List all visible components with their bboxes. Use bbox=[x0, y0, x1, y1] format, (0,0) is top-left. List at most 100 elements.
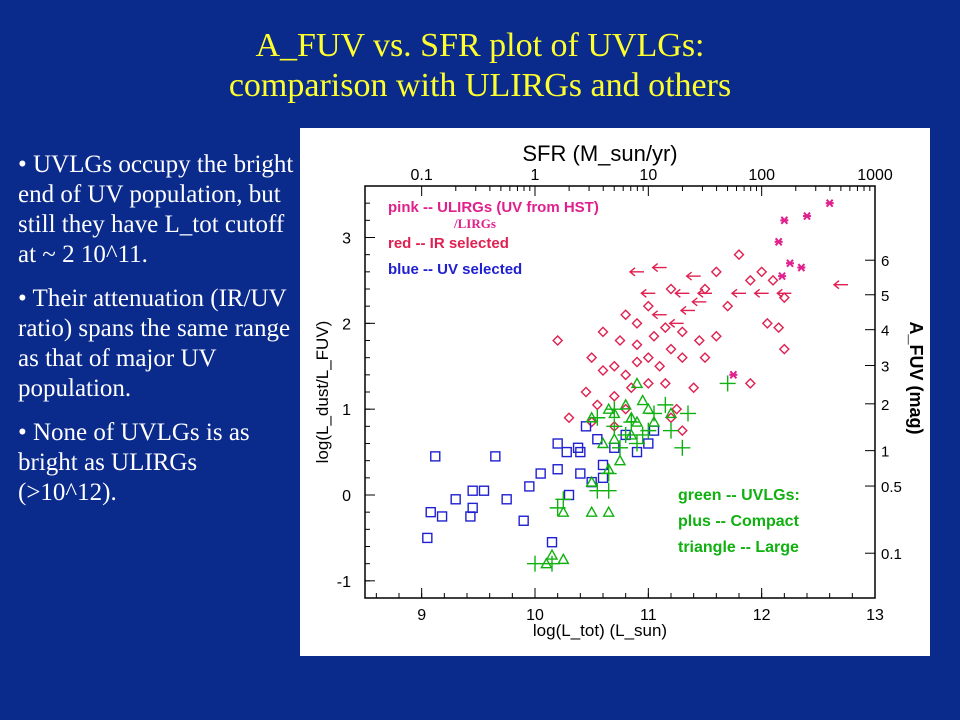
square-marker bbox=[535, 468, 546, 479]
square-marker bbox=[436, 511, 448, 522]
diamond-marker bbox=[744, 377, 756, 389]
x-tick-label: 13 bbox=[866, 607, 884, 624]
data-point bbox=[602, 462, 615, 474]
data-point bbox=[628, 267, 644, 277]
data-point bbox=[596, 437, 610, 449]
arrow-head bbox=[685, 271, 693, 281]
data-point bbox=[733, 249, 745, 261]
data-point bbox=[597, 472, 609, 484]
data-point bbox=[586, 352, 598, 364]
square-marker bbox=[478, 485, 490, 496]
data-point bbox=[602, 505, 615, 517]
diamond-marker bbox=[642, 300, 654, 312]
right-tick-label: 0.5 bbox=[881, 479, 902, 496]
asterisk-stroke bbox=[780, 216, 789, 225]
data-point bbox=[535, 468, 546, 479]
data-point bbox=[631, 317, 643, 329]
title-line-1: A_FUV vs. SFR plot of UVLGs: bbox=[255, 27, 705, 64]
diamond-marker bbox=[671, 403, 683, 415]
data-point bbox=[729, 370, 738, 379]
data-point bbox=[555, 491, 572, 508]
diamond-marker bbox=[654, 360, 666, 372]
y-axis-label: log(L_dust/L_FUV) bbox=[313, 321, 332, 464]
arrow-head bbox=[640, 288, 647, 298]
square-marker bbox=[572, 442, 584, 453]
square-marker bbox=[467, 502, 478, 514]
diamond-marker bbox=[676, 352, 688, 364]
right-axis-label: A_FUV (mag) bbox=[906, 321, 926, 434]
diamond-marker bbox=[665, 283, 677, 295]
data-point bbox=[685, 271, 701, 281]
data-point bbox=[591, 399, 603, 411]
x-tick-label: 12 bbox=[753, 607, 771, 624]
diamond-marker bbox=[586, 416, 598, 428]
y-tick-label: 0 bbox=[342, 488, 351, 505]
diamond-marker bbox=[744, 274, 756, 286]
data-point bbox=[761, 317, 773, 329]
bullet-item: • UVLGs occupy the bright end of UV popu… bbox=[18, 151, 294, 268]
diamond-marker bbox=[722, 300, 734, 312]
data-point bbox=[654, 360, 666, 372]
data-point bbox=[744, 377, 756, 389]
data-point bbox=[671, 403, 683, 415]
data-point bbox=[648, 330, 660, 342]
data-point bbox=[676, 352, 688, 364]
triangle-marker bbox=[647, 415, 661, 427]
bullet-item: • Their attenuation (IR/UV ratio) spans … bbox=[18, 285, 291, 402]
square-marker bbox=[450, 494, 461, 505]
diamond-marker bbox=[699, 352, 711, 364]
triangle-marker bbox=[636, 394, 649, 406]
arrow-head bbox=[753, 288, 761, 298]
data-point bbox=[585, 411, 598, 423]
arrow-head bbox=[674, 288, 681, 298]
data-point bbox=[625, 411, 638, 423]
arrow-head bbox=[691, 297, 698, 307]
data-point bbox=[665, 343, 677, 355]
y-tick-label: -1 bbox=[337, 574, 351, 591]
data-point bbox=[430, 451, 441, 462]
diamond-marker bbox=[642, 377, 654, 389]
right-tick-label: 1 bbox=[881, 444, 889, 461]
data-point bbox=[773, 322, 785, 334]
title-line-2: comparison with ULIRGs and others bbox=[228, 67, 732, 104]
data-point bbox=[778, 343, 790, 355]
data-point bbox=[688, 382, 700, 394]
diamond-marker bbox=[586, 352, 598, 364]
diamond-marker bbox=[756, 266, 768, 278]
right-tick-label: 4 bbox=[881, 323, 889, 340]
legend-green-triangle: triangle -- Large bbox=[678, 539, 799, 556]
data-point bbox=[719, 375, 736, 392]
arrow-head bbox=[651, 262, 659, 273]
asterisk-stroke bbox=[729, 370, 738, 379]
diamond-marker bbox=[676, 326, 688, 338]
data-point bbox=[478, 485, 490, 496]
diamond-marker bbox=[761, 317, 773, 329]
top-tick-label: 0.1 bbox=[411, 167, 433, 184]
asterisk-stroke bbox=[797, 263, 806, 272]
diamond-marker bbox=[608, 390, 620, 402]
triangle-marker bbox=[585, 475, 598, 487]
data-point bbox=[679, 305, 695, 316]
y-tick-label: 1 bbox=[342, 402, 351, 419]
asterisk-stroke bbox=[786, 259, 794, 268]
diamond-marker bbox=[608, 360, 620, 372]
triangle-marker bbox=[625, 428, 638, 440]
data-point bbox=[625, 428, 638, 440]
x-tick-label: 11 bbox=[640, 607, 657, 624]
data-point bbox=[629, 435, 645, 452]
top-tick-label: 100 bbox=[748, 167, 775, 184]
data-point bbox=[524, 481, 535, 492]
square-marker bbox=[552, 438, 563, 449]
data-point bbox=[756, 266, 768, 278]
data-point bbox=[676, 326, 688, 338]
data-point bbox=[608, 390, 620, 402]
data-point bbox=[563, 489, 575, 501]
data-point bbox=[665, 283, 677, 295]
arrow-head bbox=[668, 318, 676, 328]
diamond-marker bbox=[580, 386, 592, 398]
data-point bbox=[663, 422, 679, 439]
data-point bbox=[625, 382, 637, 394]
data-point bbox=[425, 506, 436, 518]
data-point bbox=[642, 352, 654, 364]
diamond-marker bbox=[699, 283, 711, 295]
